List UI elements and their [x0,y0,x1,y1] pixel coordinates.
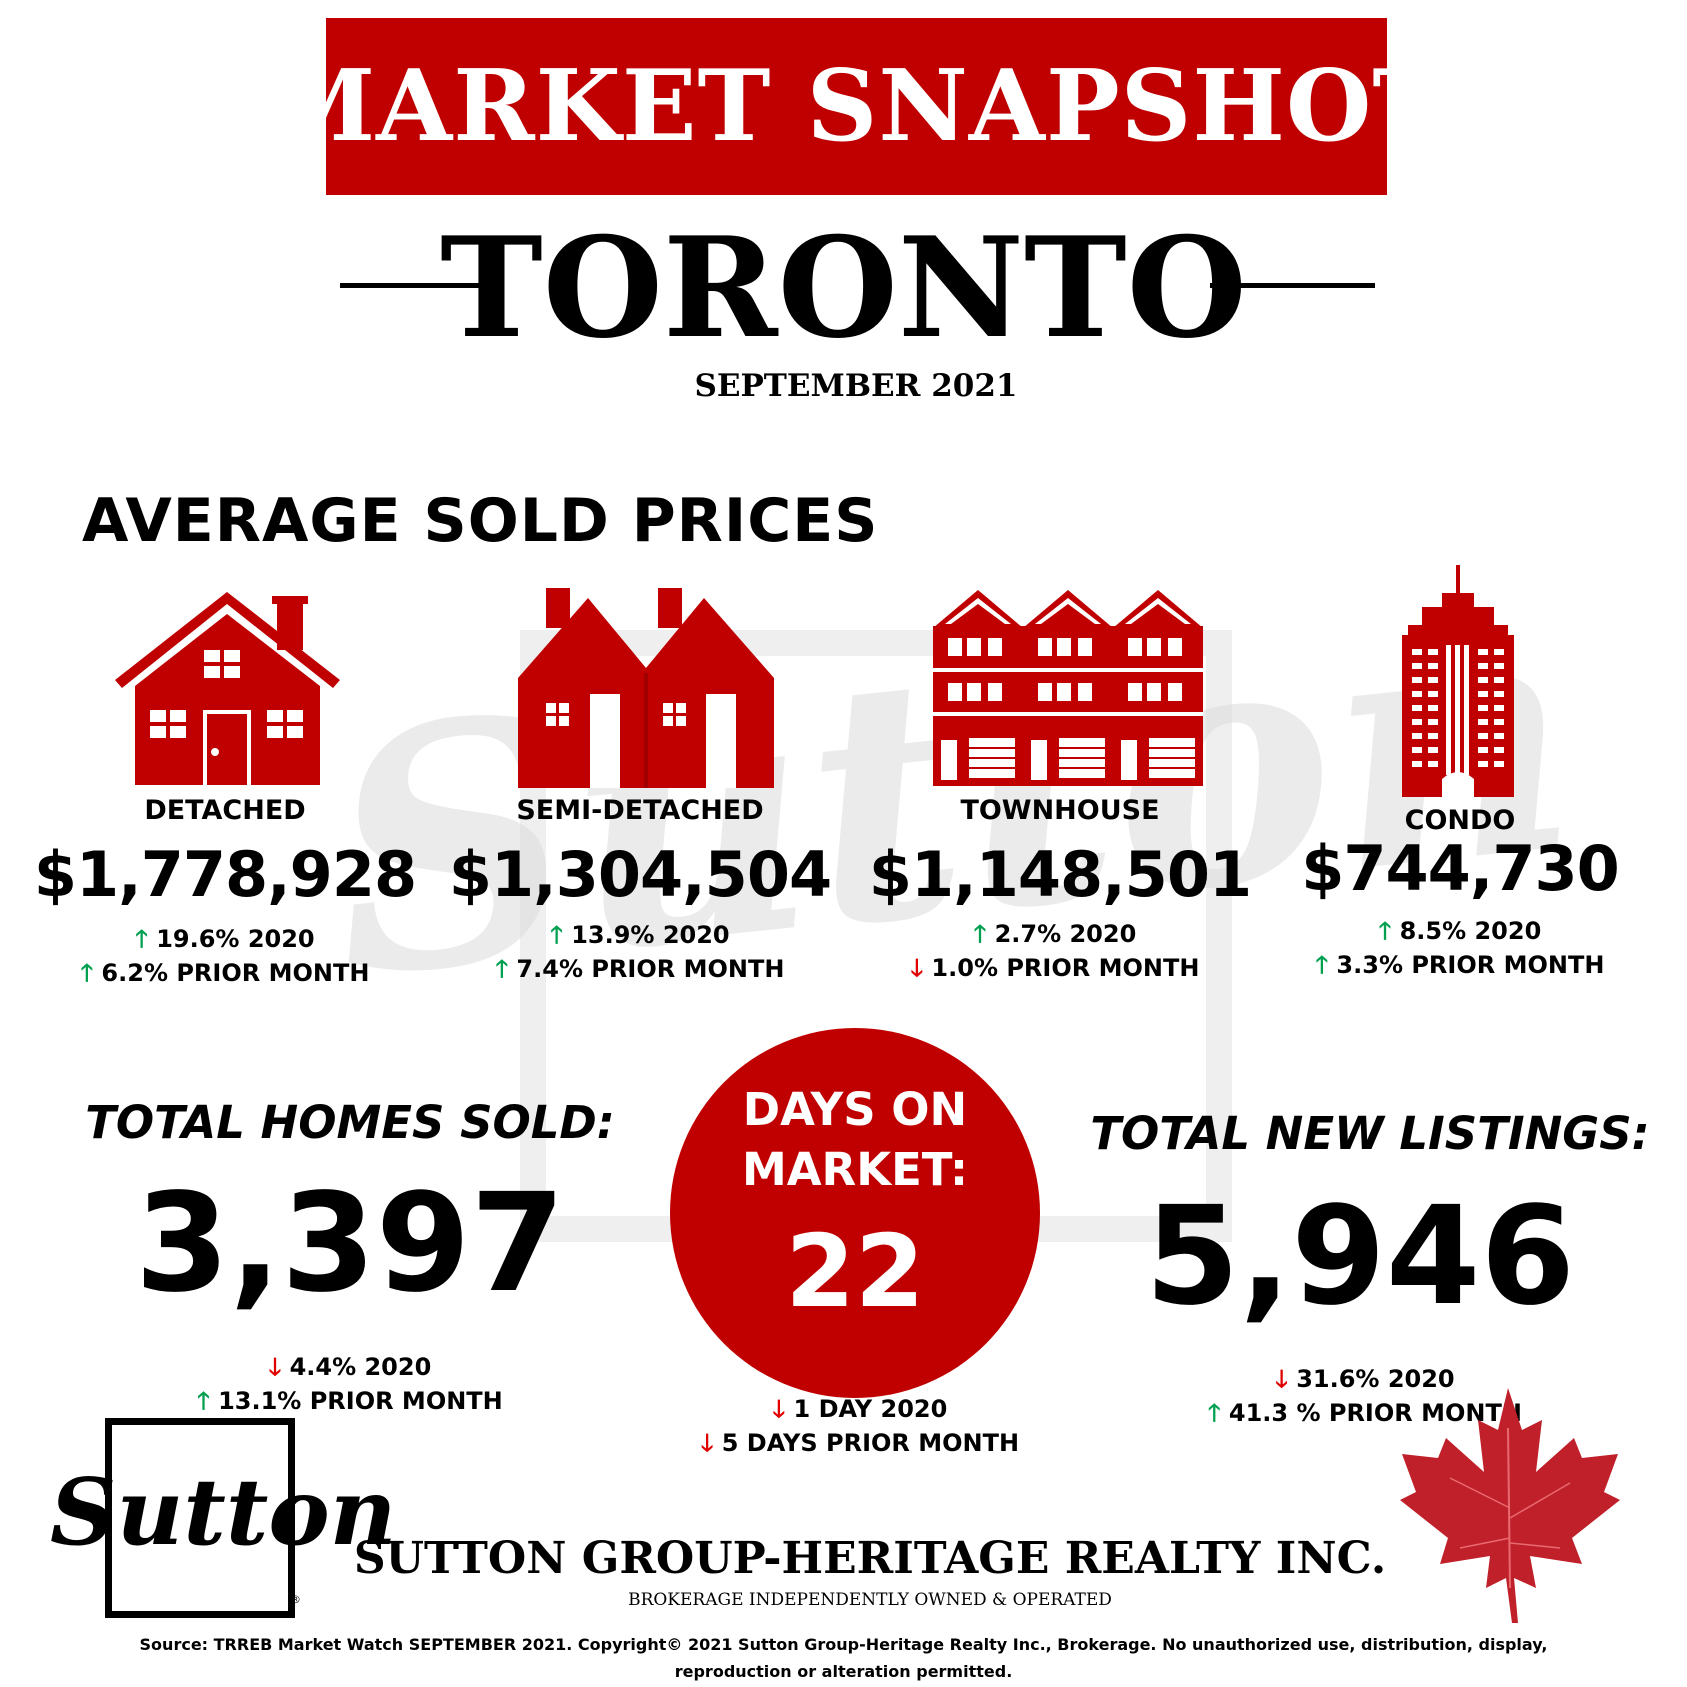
new-listings-mom: 🡑 41.3 % PRIOR MONTH [1208,1399,1522,1427]
days-on-market-circle: DAYS ON MARKET: 22 [670,1028,1040,1398]
yoy-condo: 🡑 8.5% 2020 [1378,917,1542,945]
arrow-up-icon: 🡑 [80,959,94,987]
new-listings-label: TOTAL NEW LISTINGS: [1090,1107,1650,1160]
arrow-up-icon: 🡑 [1378,917,1392,945]
mom-condo: 🡑 3.3% PRIOR MONTH [1315,951,1605,979]
days-on-market-label: DAYS ON MARKET: [741,1083,969,1196]
arrow-down-icon: 🡓 [1275,1365,1288,1393]
townhouse-icon [933,590,1203,786]
arrow-down-icon: 🡓 [910,954,924,982]
days-on-market-yoy: 🡓 1 DAY 2020 [772,1395,948,1423]
city-title: TORONTO [440,206,1247,369]
homes-sold-yoy: 🡓 4.4% 2020 [268,1353,432,1381]
arrow-up-icon: 🡑 [550,921,563,949]
homes-sold-value: 3,397 [134,1165,566,1323]
city-rule-left [340,283,500,288]
category-label-townhouse: TOWNHOUSE [960,795,1160,826]
maple-leaf-icon [1400,1388,1620,1623]
section-title: AVERAGE SOLD PRICES [82,486,879,556]
semi-detached-house-icon [518,588,774,788]
price-townhouse: $1,148,501 [868,838,1252,911]
mom-semi-detached: 🡑 7.4% PRIOR MONTH [495,955,785,983]
sutton-logo-frame [105,1418,295,1618]
homes-sold-mom: 🡑 13.1% PRIOR MONTH [197,1387,503,1415]
price-condo: $744,730 [1301,832,1620,905]
homes-sold-label: TOTAL HOMES SOLD: [85,1096,615,1149]
sutton-logo: Sutton [50,1458,397,1566]
arrow-up-icon: 🡑 [197,1387,210,1415]
yoy-townhouse: 🡑 2.7% 2020 [973,920,1137,948]
arrow-up-icon: 🡑 [1208,1399,1221,1427]
title-banner: MARKET SNAPSHOT [267,18,1445,195]
yoy-detached: 🡑 19.6% 2020 [135,925,315,953]
company-name: SUTTON GROUP-HERITAGE REALTY INC. [353,1533,1387,1584]
arrow-up-icon: 🡑 [495,955,509,983]
page-title: MARKET SNAPSHOT [266,49,1447,164]
registered-mark: ® [290,1593,301,1606]
price-detached: $1,778,928 [33,838,417,911]
arrow-up-icon: 🡑 [973,920,987,948]
arrow-up-icon: 🡑 [1315,951,1329,979]
arrow-down-icon: 🡓 [772,1395,786,1423]
days-on-market-mom: 🡓 5 DAYS PRIOR MONTH [700,1429,1020,1457]
new-listings-value: 5,946 [1144,1178,1576,1336]
days-on-market-value: 22 [785,1213,925,1330]
city-rule-right [1210,283,1375,288]
arrow-down-icon: 🡓 [268,1353,282,1381]
category-label-detached: DETACHED [144,795,306,826]
report-month: SEPTEMBER 2021 [694,368,1018,404]
arrow-down-icon: 🡓 [700,1429,714,1457]
category-label-semi-detached: SEMI-DETACHED [516,795,764,826]
yoy-semi-detached: 🡑 13.9% 2020 [550,921,730,949]
new-listings-yoy: 🡓 31.6% 2020 [1275,1365,1455,1393]
detached-house-icon [115,592,340,785]
category-label-condo: CONDO [1404,805,1516,836]
arrow-up-icon: 🡑 [135,925,148,953]
price-semi-detached: $1,304,504 [448,838,832,911]
mom-detached: 🡑 6.2% PRIOR MONTH [80,959,370,987]
company-tagline: BROKERAGE INDEPENDENTLY OWNED & OPERATED [628,1590,1112,1610]
mom-townhouse: 🡓 1.0% PRIOR MONTH [910,954,1200,982]
condo-building-icon [1402,565,1514,797]
source-note: Source: TRREB Market Watch SEPTEMBER 202… [139,1635,1548,1681]
